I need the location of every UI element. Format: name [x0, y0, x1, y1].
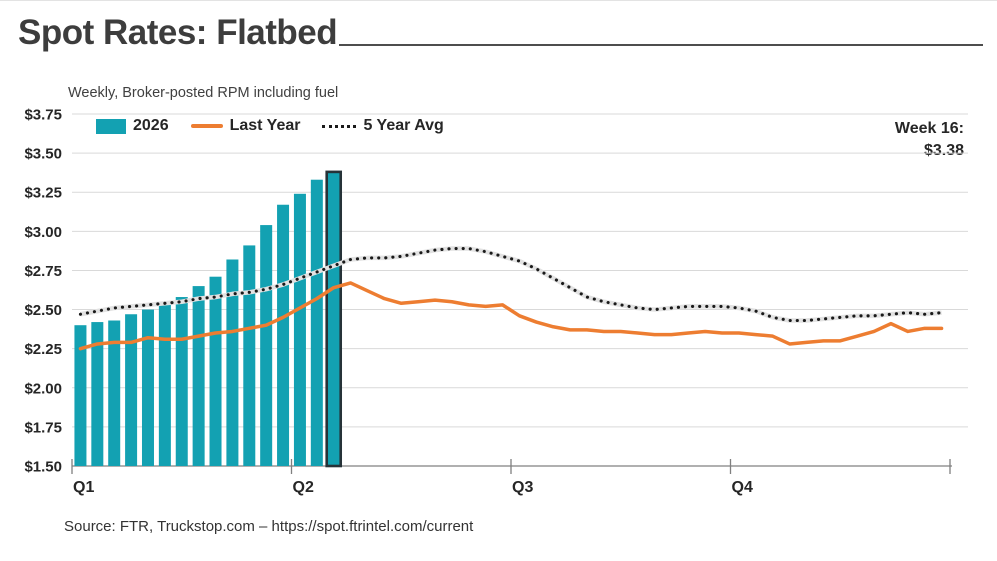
- y-axis-label: $2.75: [24, 263, 62, 280]
- bar-week-14: [293, 193, 306, 466]
- last-year-line: [78, 281, 944, 351]
- bar-week-10: [226, 259, 239, 466]
- legend-label-2026: 2026: [133, 117, 169, 134]
- legend-swatch-last-year-icon: [190, 123, 223, 129]
- y-axis-label: $3.50: [24, 146, 62, 163]
- legend-label-last-year: Last Year: [229, 117, 301, 134]
- bar-week-2: [91, 322, 104, 466]
- bar-week-9: [209, 276, 222, 466]
- y-axis-label: $2.50: [24, 302, 62, 319]
- bar-week-4: [125, 314, 138, 466]
- chart-subtitle: Weekly, Broker-posted RPM including fuel: [68, 85, 339, 101]
- bar-week-6: [158, 303, 171, 466]
- y-axis-label: $1.50: [24, 459, 62, 476]
- bar-week-1: [74, 325, 87, 466]
- header: Spot Rates: Flatbed: [18, 13, 983, 52]
- legend: 2026 Last Year 5 Year Avg: [96, 117, 444, 135]
- x-axis-label: Q3: [512, 479, 533, 496]
- bar-week-12: [260, 225, 273, 466]
- bar-week-7: [175, 297, 188, 466]
- x-axis-label: Q4: [732, 479, 753, 496]
- y-axis-label: $2.25: [24, 341, 62, 358]
- bar-week-3: [108, 320, 121, 466]
- x-axis-label: Q1: [73, 479, 94, 496]
- bar-week-15: [310, 179, 323, 466]
- legend-label-5yr-avg: 5 Year Avg: [363, 117, 444, 134]
- legend-item-last-year: Last Year: [190, 117, 301, 135]
- annotation-value: $3.38: [923, 142, 964, 159]
- bar-week-8: [192, 286, 205, 466]
- five-year-avg-line: [78, 246, 944, 323]
- source-note: Source: FTR, Truckstop.com – https://spo…: [64, 518, 474, 535]
- y-axis-label: $3.00: [24, 224, 62, 241]
- week-annotation: Week 16: $3.38: [895, 118, 964, 162]
- legend-swatch-5yr-avg-icon: [322, 124, 357, 128]
- legend-item-5yr-avg: 5 Year Avg: [322, 117, 444, 135]
- y-axis-label: $3.75: [24, 107, 62, 124]
- bar-week-13: [277, 204, 290, 466]
- bar-week-11: [243, 245, 256, 466]
- title-rule: [339, 43, 983, 46]
- legend-swatch-2026-icon: [96, 118, 126, 134]
- bar-week-5: [141, 309, 154, 466]
- page-title: Spot Rates: Flatbed: [18, 13, 338, 52]
- y-axis-label: $2.00: [24, 380, 62, 397]
- x-axis-label: Q2: [293, 479, 314, 496]
- y-axis-label: $3.25: [24, 185, 62, 202]
- annotation-week-label: Week 16:: [894, 120, 964, 137]
- y-axis-label: $1.75: [24, 419, 62, 436]
- legend-item-2026: 2026: [96, 117, 169, 135]
- bar-week-16-highlighted: [325, 170, 343, 468]
